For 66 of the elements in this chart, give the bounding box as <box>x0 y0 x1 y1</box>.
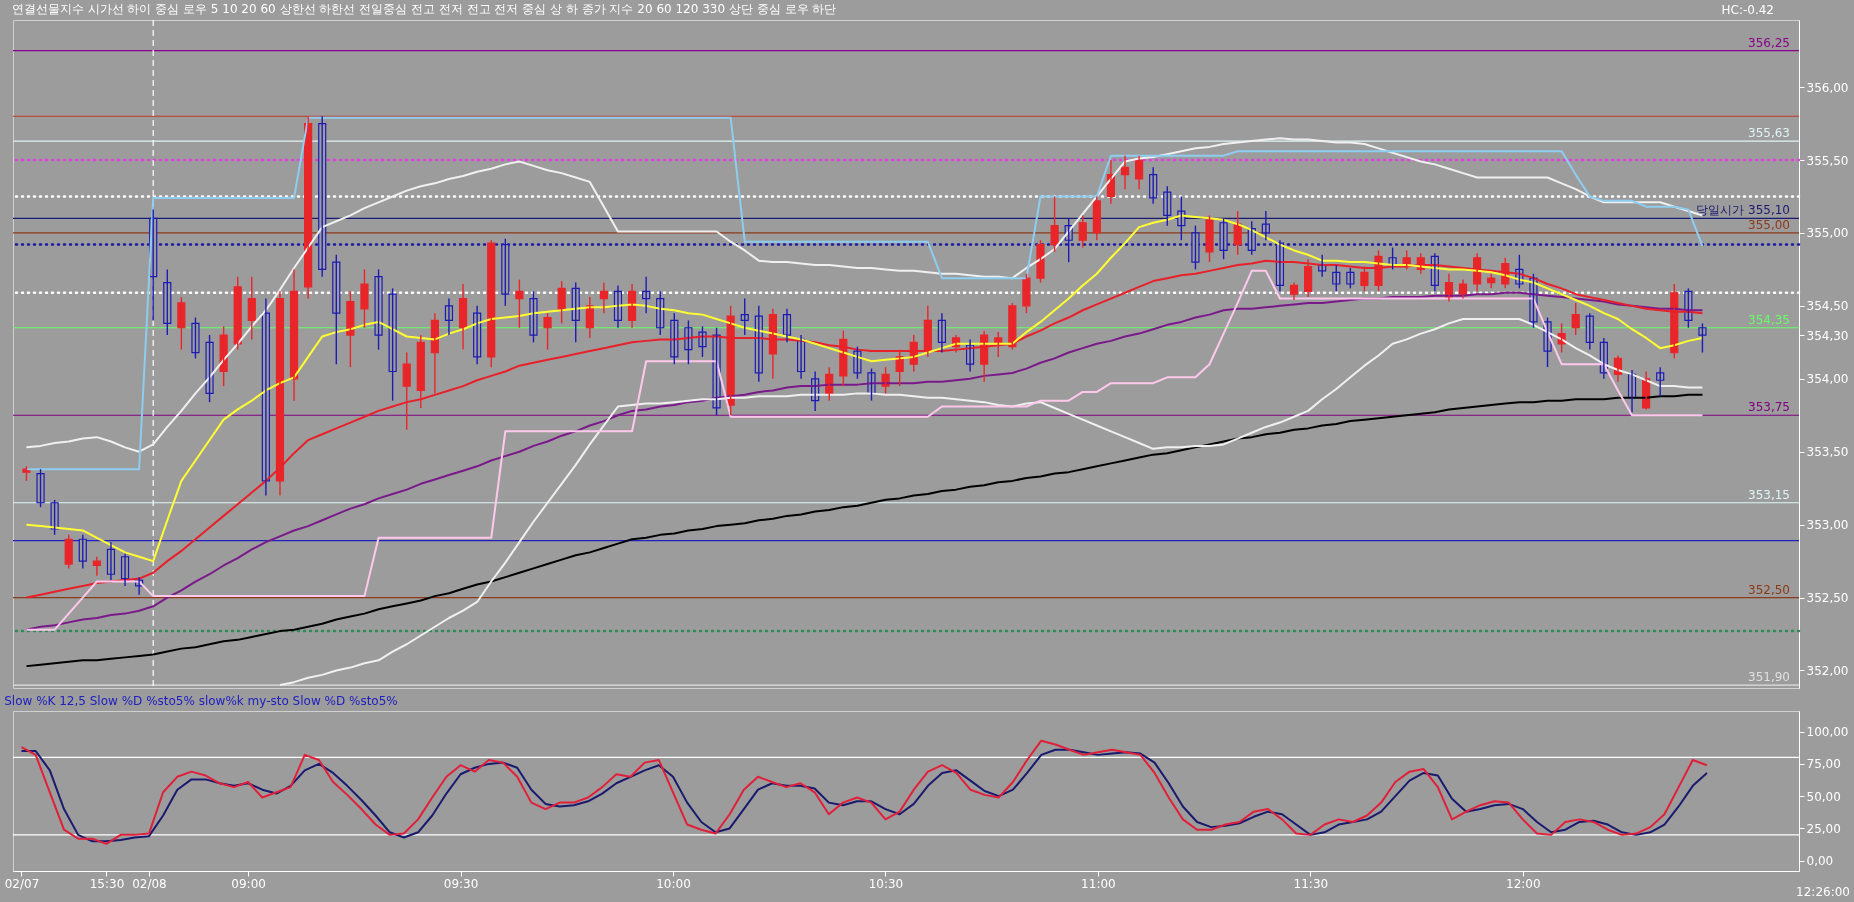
candlestick <box>853 346 862 380</box>
candlestick <box>1346 267 1355 290</box>
candlestick <box>360 268 369 329</box>
x-tick-label: 02/08 <box>132 876 167 891</box>
candlestick <box>515 278 524 329</box>
candlestick <box>1219 217 1228 260</box>
ref-line-label: 당일시가 355,10 <box>1696 203 1790 218</box>
candlestick <box>529 290 538 344</box>
y-tick-label: 356,00 <box>1806 80 1849 95</box>
candlestick <box>219 325 228 387</box>
x-tick-label: 09:30 <box>443 876 479 891</box>
y-tick-label: 354,30 <box>1806 328 1849 343</box>
candlestick <box>1191 224 1200 271</box>
y-tick-label: 355,50 <box>1806 153 1849 168</box>
ref-line-label: 356,25 <box>1748 35 1790 50</box>
candlestick <box>543 312 552 351</box>
candlestick <box>1360 265 1369 292</box>
candlestick <box>177 296 186 351</box>
x-tick-label: 09:00 <box>231 876 266 891</box>
ref-line-label: 355,00 <box>1748 217 1790 232</box>
ref-line-label: 353,75 <box>1748 400 1790 415</box>
ref-line-label: 355,63 <box>1748 126 1790 141</box>
y-tick-label: 50,00 <box>1806 789 1841 804</box>
y-tick-label: 354,00 <box>1806 372 1849 387</box>
chart-title: Slow %K 12,5 Slow %D %sto5% slow%k my-sto Slow %D %sto5% <box>4 694 398 708</box>
candlestick <box>1698 322 1707 354</box>
y-tick-label: 353,00 <box>1806 518 1849 533</box>
candlestick <box>1205 214 1214 263</box>
candlestick <box>1022 273 1031 314</box>
candlestick <box>374 268 383 351</box>
x-tick-label: 10:00 <box>656 876 691 891</box>
candlestick <box>1036 239 1045 284</box>
candlestick <box>388 287 397 402</box>
x-tick-label: 15:30 <box>89 876 125 891</box>
y-tick-label: 352,00 <box>1806 664 1849 678</box>
candlestick <box>50 499 59 536</box>
ref-line-label: 351,90 <box>1748 670 1790 685</box>
y-tick-label: 353,50 <box>1806 445 1849 460</box>
x-tick-label: 12:00 <box>1506 876 1541 891</box>
candlestick <box>557 280 566 325</box>
y-tick-label: 25,00 <box>1806 821 1841 836</box>
x-tick-label: 02/07 <box>4 876 40 891</box>
candlestick <box>1656 366 1665 397</box>
candlestick <box>36 468 45 508</box>
y-tick-label: 355,00 <box>1806 226 1849 241</box>
line-series <box>25 393 1704 668</box>
y-tick-label: 354,50 <box>1806 299 1849 314</box>
candlestick <box>1050 195 1059 253</box>
candlestick <box>994 331 1003 358</box>
candlestick <box>346 290 355 368</box>
line-series <box>278 318 1704 687</box>
y-tick-label: 100,00 <box>1806 725 1849 740</box>
candlestick <box>191 316 200 360</box>
y-tick-label: 0,00 <box>1806 854 1834 869</box>
x-tick-label: 11:00 <box>1081 876 1116 891</box>
y-tick-label: 352,50 <box>1806 591 1849 606</box>
ref-line-label: 353,15 <box>1748 487 1790 502</box>
ref-line-label: 354,35 <box>1748 312 1790 327</box>
candlestick <box>205 334 214 403</box>
x-tick-label: 10:30 <box>868 876 904 891</box>
x-tick-label: 11:30 <box>1293 876 1329 891</box>
chart-title: 연결선물지수 시가선 하이 중심 로우 5 10 20 60 상한선 하한선 전일중심 전고 전저 전고 전저 중심 상 하 종가 지수 20 60 120 330 상단 중심 로우 하단 <box>11 2 837 17</box>
text: HC:-0.42 <box>1721 3 1774 17</box>
y-tick-label: 75,00 <box>1806 757 1841 772</box>
text: 12:26:00 <box>1796 885 1850 899</box>
ref-line-label: 352,50 <box>1748 582 1790 597</box>
